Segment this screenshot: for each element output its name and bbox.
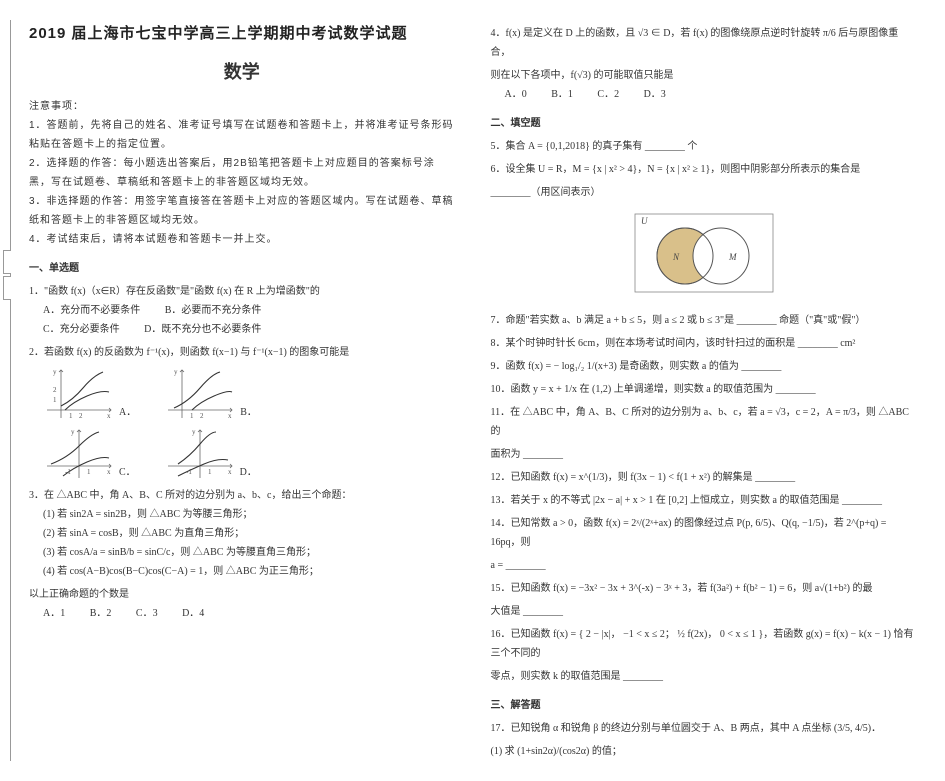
q10: 10．函数 y = x + 1/x 在 (1,2) 上单调递增，则实数 a 的取… <box>491 380 918 399</box>
q4-opt-a: A．0 <box>505 85 527 104</box>
q3-line4: (4) 若 cos(A−B)cos(B−C)cos(C−A) = 1，则 △AB… <box>29 562 455 581</box>
q14a: 14．已知常数 a > 0，函数 f(x) = 2ˣ/(2ˣ+ax) 的图像经过… <box>491 514 918 552</box>
venn-label-n: N <box>672 252 680 262</box>
q6a: 6．设全集 U = R，M = {x | x² > 4}，N = {x | x²… <box>491 160 918 179</box>
q2-graph-c: -1 1 x y C． <box>43 426 136 482</box>
section-1-head: 一、单选题 <box>29 259 455 278</box>
q15a: 15．已知函数 f(x) = −3x² − 3x + 3^(-x) − 3ˣ +… <box>491 579 918 598</box>
q2-label-d: D． <box>240 463 257 482</box>
svg-text:-1: -1 <box>65 468 71 476</box>
q4-opt-c: C．2 <box>597 85 619 104</box>
notice-head: 注意事项： <box>29 97 455 116</box>
svg-text:1: 1 <box>208 468 212 476</box>
notice-line: 3．非选择题的作答：用签字笔直接答在答题卡上对应的答题区域内。写在试题卷、草稿纸… <box>29 192 455 230</box>
q5: 5．集合 A = {0,1,2018} 的真子集有 ________ 个 <box>491 137 918 156</box>
q2-label-a: A． <box>119 403 136 422</box>
binding-tab <box>3 250 11 274</box>
binding-tab <box>3 276 11 300</box>
svg-text:y: y <box>71 428 75 436</box>
q1-opt-d: D．既不充分也不必要条件 <box>144 320 261 339</box>
q16a: 16．已知函数 f(x) = { 2 − |x|， −1 < x ≤ 2； ½ … <box>491 625 918 663</box>
q1-opt-a: A．充分而不必要条件 <box>43 301 140 320</box>
q16b: 零点，则实数 k 的取值范围是 ________ <box>491 667 918 686</box>
graph-c-svg: -1 1 x y <box>43 426 115 482</box>
q3-opt-d: D．4 <box>182 604 204 623</box>
svg-text:2: 2 <box>79 412 83 420</box>
venn-label-u: U <box>641 216 648 226</box>
svg-text:y: y <box>192 428 196 436</box>
q2-graphs-row2: -1 1 x y C． -1 1 x y D． <box>43 426 455 482</box>
page-title: 2019 届上海市七宝中学高三上学期期中考试数学试题 <box>29 20 455 49</box>
q4-line1: 4．f(x) 是定义在 D 上的函数，且 √3 ∈ D，若 f(x) 的图像绕原… <box>491 24 918 62</box>
q3-text: 3．在 △ABC 中，角 A、B、C 所对的边分别为 a、b、c，给出三个命题： <box>29 486 455 505</box>
svg-text:2: 2 <box>53 386 57 394</box>
notice-line: 4．考试结束后，请将本试题卷和答题卡一并上交。 <box>29 230 455 249</box>
q2-graph-b: 12 x y B． <box>164 366 257 422</box>
left-column: 2019 届上海市七宝中学高三上学期期中考试数学试题 数学 注意事项： 1．答题… <box>10 20 473 761</box>
q17b: (1) 求 (1+sin2α)/(cos2α) 的值； <box>491 742 918 761</box>
q6b: ________（用区间表示） <box>491 183 918 202</box>
q12: 12．已知函数 f(x) = x^(1/3)，则 f(3x − 1) < f(1… <box>491 468 918 487</box>
venn-diagram: U N M <box>491 208 918 305</box>
svg-text:x: x <box>107 412 111 420</box>
subject-title: 数学 <box>29 55 455 89</box>
q4-opt-d: D．3 <box>644 85 666 104</box>
svg-text:1: 1 <box>53 396 57 404</box>
svg-text:2: 2 <box>200 412 204 420</box>
svg-text:x: x <box>107 468 111 476</box>
q4-options: A．0 B．1 C．2 D．3 <box>491 85 918 104</box>
q3-opt-c: C．3 <box>136 604 158 623</box>
q2-label-c: C． <box>119 463 136 482</box>
right-column: 4．f(x) 是定义在 D 上的函数，且 √3 ∈ D，若 f(x) 的图像绕原… <box>473 20 936 761</box>
q1-opt-b: B．必要而不充分条件 <box>165 301 262 320</box>
q14b: a = ________ <box>491 556 918 575</box>
svg-text:y: y <box>53 368 57 376</box>
graph-d-svg: -1 1 x y <box>164 426 236 482</box>
svg-text:1: 1 <box>190 412 194 420</box>
q3-tail: 以上正确命题的个数是 <box>29 585 455 604</box>
q3-line3: (3) 若 cosA/a = sinB/b = sinC/c，则 △ABC 为等… <box>29 543 455 562</box>
q3-opt-b: B．2 <box>90 604 112 623</box>
notice-line: 1．答题前，先将自己的姓名、准考证号填写在试题卷和答题卡上，并将准考证号条形码粘… <box>29 116 455 154</box>
q8: 8．某个时钟时针长 6cm，则在本场考试时间内，该时针扫过的面积是 ______… <box>491 334 918 353</box>
q2-graph-a: 12 12 xy A． <box>43 366 136 422</box>
q11a: 11．在 △ABC 中，角 A、B、C 所对的边分别为 a、b、c，若 a = … <box>491 403 918 441</box>
svg-text:1: 1 <box>69 412 73 420</box>
q2-graph-d: -1 1 x y D． <box>164 426 257 482</box>
q9: 9．函数 f(x) = − log₁/₂ 1/(x+3) 是奇函数，则实数 a … <box>491 357 918 376</box>
graph-a-svg: 12 12 xy <box>43 366 115 422</box>
q3-line1: (1) 若 sin2A = sin2B，则 △ABC 为等腰三角形； <box>29 505 455 524</box>
q2-graphs-row1: 12 12 xy A． 12 xy B． <box>43 366 455 422</box>
q3-options: A．1 B．2 C．3 D．4 <box>29 604 455 623</box>
q11b: 面积为 ________ <box>491 445 918 464</box>
section-3-head: 三、解答题 <box>491 696 918 715</box>
exam-page: 2019 届上海市七宝中学高三上学期期中考试数学试题 数学 注意事项： 1．答题… <box>0 0 945 781</box>
svg-text:x: x <box>228 468 232 476</box>
notice-line: 2．选择题的作答：每小题选出答案后，用2B铅笔把答题卡上对应题目的答案标号涂黑，… <box>29 154 455 192</box>
svg-text:y: y <box>174 368 178 376</box>
q2-text: 2．若函数 f(x) 的反函数为 f⁻¹(x)，则函数 f(x−1) 与 f⁻¹… <box>29 343 455 362</box>
svg-text:x: x <box>228 412 232 420</box>
q15b: 大值是 ________ <box>491 602 918 621</box>
q13: 13．若关于 x 的不等式 |2x − a| + x > 1 在 [0,2] 上… <box>491 491 918 510</box>
q4-opt-b: B．1 <box>551 85 573 104</box>
venn-svg: U N M <box>629 208 779 298</box>
q1-opt-c: C．充分必要条件 <box>43 320 120 339</box>
q7: 7．命题"若实数 a、b 满足 a + b ≤ 5，则 a ≤ 2 或 b ≤ … <box>491 311 918 330</box>
q4-line2: 则在以下各项中，f(√3) 的可能取值只能是 <box>491 66 918 85</box>
section-2-head: 二、填空题 <box>491 114 918 133</box>
svg-text:-1: -1 <box>186 468 192 476</box>
q1-options: A．充分而不必要条件 B．必要而不充分条件 <box>29 301 455 320</box>
venn-label-m: M <box>728 252 737 262</box>
q3-opt-a: A．1 <box>43 604 65 623</box>
q1-options-row2: C．充分必要条件 D．既不充分也不必要条件 <box>29 320 455 339</box>
q3-line2: (2) 若 sinA = cosB，则 △ABC 为直角三角形； <box>29 524 455 543</box>
q2-label-b: B． <box>240 403 257 422</box>
q17a: 17．已知锐角 α 和锐角 β 的终边分别与单位圆交于 A、B 两点，其中 A … <box>491 719 918 738</box>
q1-text: 1．"函数 f(x)（x∈R）存在反函数"是"函数 f(x) 在 R 上为增函数… <box>29 282 455 301</box>
svg-text:1: 1 <box>87 468 91 476</box>
graph-b-svg: 12 x y <box>164 366 236 422</box>
